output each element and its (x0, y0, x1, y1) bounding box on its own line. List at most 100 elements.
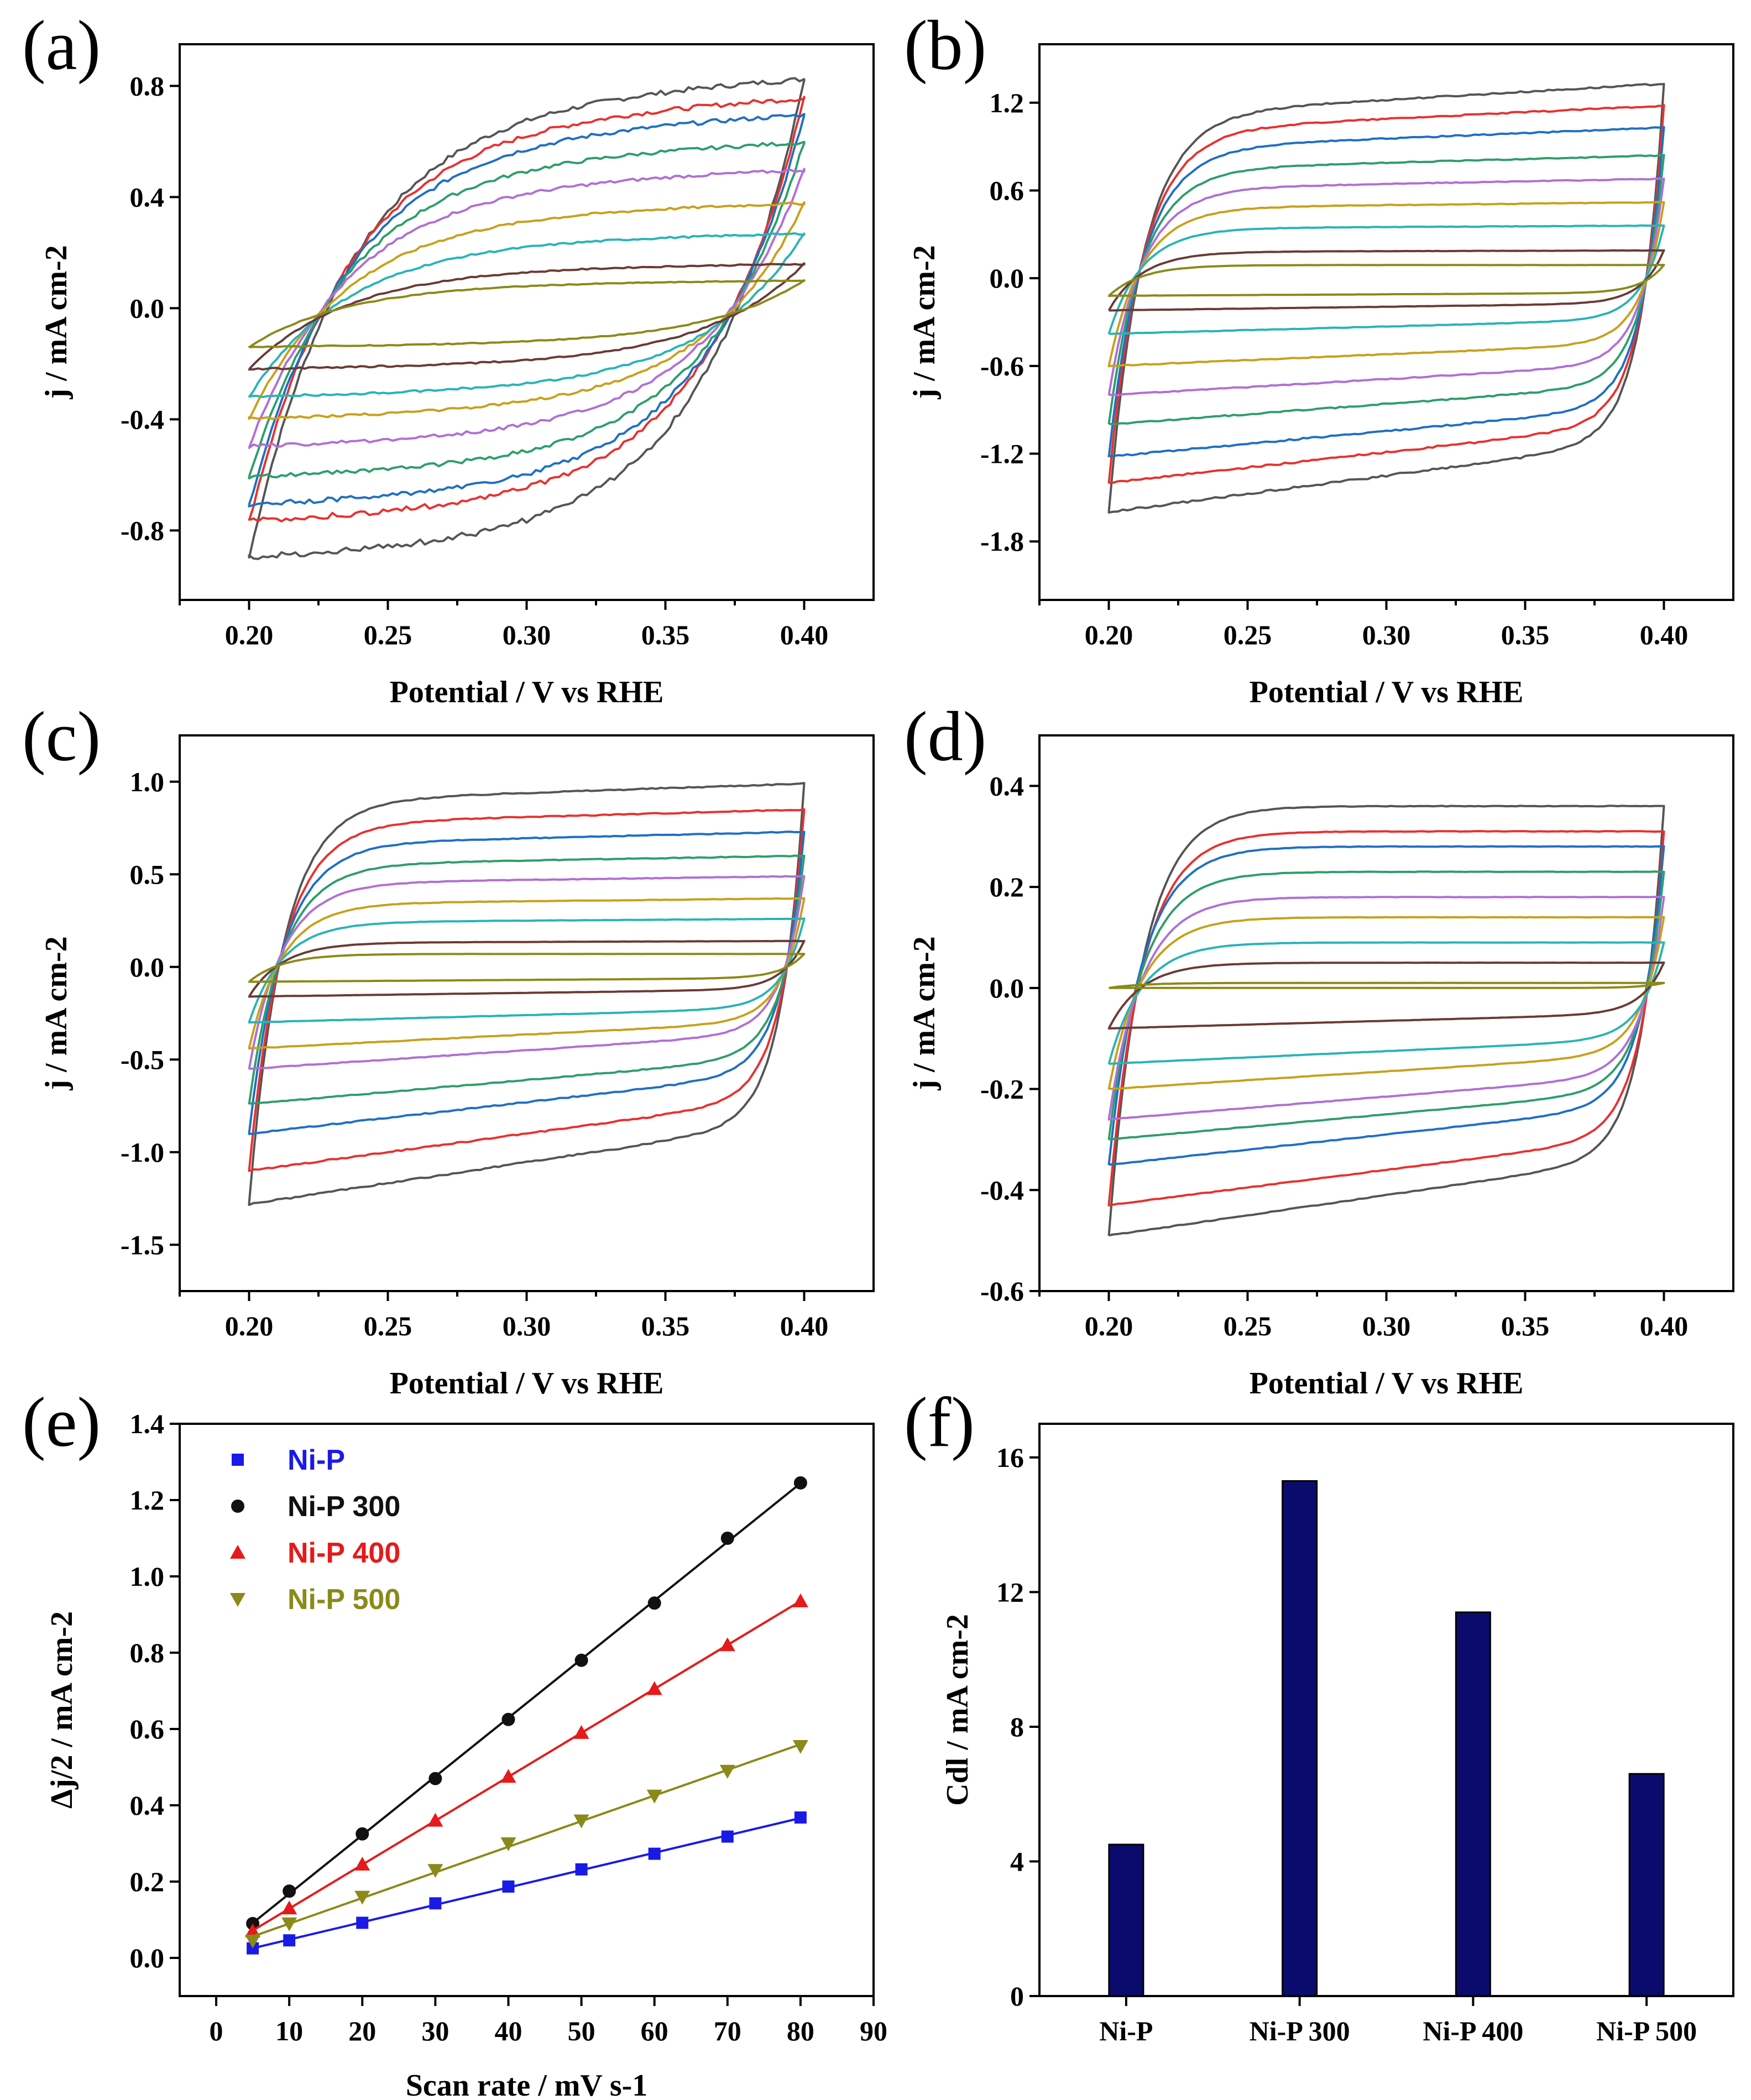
c-axes-frame (179, 734, 875, 1292)
x-tick-label: 80 (787, 2015, 814, 2046)
y-tick-label: 0.4 (130, 1790, 165, 1821)
y-tick-label: -1.2 (980, 438, 1024, 469)
y-tick-label: -0.5 (121, 1044, 164, 1075)
cv-series-5 (248, 875, 806, 1070)
y-tick-label: 0.2 (130, 1866, 165, 1897)
legend-label: Ni-P (288, 1444, 345, 1476)
data-point (281, 1900, 297, 1915)
d-axes-frame (1038, 734, 1734, 1292)
data-point (501, 1712, 515, 1726)
cv-series-6 (248, 897, 806, 1050)
cv-series-8 (1107, 962, 1665, 1030)
x-tick-label: 0.40 (780, 619, 829, 650)
panel-b: 0.20 0.25 0.30 0.35 0.40 -1.8 -1.2 -0.6 0.0 0.6 1.… (904, 6, 1688, 709)
y-axis-label: j / mA cm-2 (907, 245, 942, 399)
x-tick-label: 0.20 (1085, 1310, 1133, 1341)
legend-label: Ni-P 300 (288, 1491, 400, 1523)
x-tick-label: 0.35 (641, 619, 690, 650)
x-tick-label: 0 (210, 2015, 223, 2046)
data-point (647, 1596, 661, 1610)
x-tick-label: 0.30 (503, 619, 551, 650)
data-point (575, 1863, 588, 1876)
fit-line-3 (252, 1600, 801, 1932)
f-axes-frame (1038, 1423, 1734, 1997)
x-tick-label: 0.20 (1085, 619, 1133, 650)
bar-1 (1108, 1843, 1144, 1997)
y-axis-label: Cdl / mA cm-2 (940, 1614, 975, 1806)
y-tick-label: -1.8 (980, 526, 1024, 557)
y-tick-label: 16 (996, 1442, 1024, 1473)
data-point (794, 1811, 807, 1824)
y-tick-label: 0.0 (130, 292, 165, 323)
data-point (574, 1653, 588, 1667)
data-point (283, 1884, 296, 1898)
cv-series-2 (1107, 104, 1665, 484)
data-point (719, 1764, 735, 1779)
e-axes-frame (179, 1423, 875, 1997)
data-point (356, 1827, 369, 1841)
x-axis-label: Potential / V vs RHE (1250, 675, 1524, 709)
cv-series-9 (1109, 981, 1665, 989)
cv-series-5 (248, 168, 806, 449)
x-tick-label: 0.35 (1501, 619, 1550, 650)
x-tick-label: Ni-P 300 (1250, 2015, 1350, 2046)
y-tick-label: -0.8 (121, 515, 164, 546)
panel-label: (f) (904, 1383, 975, 1461)
legend-marker (230, 1545, 245, 1559)
a-axes-frame (179, 43, 875, 601)
data-point (356, 1916, 369, 1929)
panel-label: (c) (22, 697, 101, 776)
cv-series-7 (1107, 941, 1665, 1065)
x-tick-label: 50 (568, 2015, 595, 2046)
data-point (428, 1772, 442, 1785)
cv-series-1 (1107, 82, 1665, 514)
cv-series-3 (248, 113, 806, 508)
fit-line-1 (252, 1817, 801, 1950)
x-tick-label: 0.30 (503, 1310, 551, 1341)
y-tick-label: -0.6 (980, 351, 1024, 382)
legend-marker (231, 1500, 244, 1513)
x-tick-label: 0.20 (225, 1310, 274, 1341)
panel-f: 0 4 8 12 16 Ni-P Ni-P 300 Ni-P 400 Ni-P 500 Cdl /… (904, 1383, 1697, 2046)
y-axis-label: j / mA cm-2 (39, 936, 74, 1090)
x-tick-label: 0.30 (1362, 619, 1411, 650)
y-tick-label: 0.8 (130, 70, 165, 101)
y-tick-label: 1.0 (130, 766, 165, 797)
y-tick-label: 0.2 (990, 871, 1025, 902)
cv-series-3 (1107, 845, 1665, 1166)
data-point (719, 1637, 735, 1652)
x-tick-label: 90 (860, 2015, 887, 2046)
panel-c: 0.20 0.25 0.30 0.35 0.40 -1.5 -1.0 -0.5 0.0 0.5 1.… (22, 697, 828, 1401)
x-tick-label: 0.30 (1362, 1310, 1411, 1341)
data-point (792, 1593, 808, 1607)
y-tick-label: 1.2 (130, 1485, 165, 1516)
cv-series-6 (1107, 201, 1665, 368)
legend-marker (232, 1454, 244, 1466)
x-tick-label: 0.40 (1640, 1310, 1689, 1341)
x-axis-label: Potential / V vs RHE (390, 675, 664, 709)
x-tick-label: 0.40 (1640, 619, 1689, 650)
panel-e: 0 10 20 30 40 50 60 70 80 90 0.0 0.2 0.4 0.6 0.8 1.0 1.2… (22, 1383, 887, 2100)
x-tick-label: 0.35 (1501, 1310, 1550, 1341)
legend-marker (230, 1593, 245, 1607)
cv-series-6 (1107, 916, 1665, 1090)
bar-4 (1628, 1773, 1665, 1997)
y-tick-label: 0.0 (990, 263, 1025, 294)
cv-series-2 (248, 96, 806, 523)
y-tick-label: 1.0 (130, 1561, 165, 1592)
data-point (281, 1917, 297, 1931)
data-point (646, 1681, 662, 1695)
x-axis-label: Scan rate / mV s-1 (406, 2068, 648, 2100)
cv-series-7 (248, 917, 806, 1024)
x-tick-label: 30 (421, 2015, 449, 2046)
panel-label: (a) (22, 6, 101, 85)
x-tick-label: 40 (494, 2015, 522, 2046)
data-point (354, 1890, 370, 1905)
panel-label: (e) (22, 1383, 101, 1461)
y-tick-label: 0.8 (130, 1637, 165, 1668)
data-point (646, 1789, 662, 1804)
data-point (721, 1830, 734, 1843)
y-tick-label: 0.4 (130, 181, 165, 212)
cv-series-7 (1107, 224, 1665, 335)
